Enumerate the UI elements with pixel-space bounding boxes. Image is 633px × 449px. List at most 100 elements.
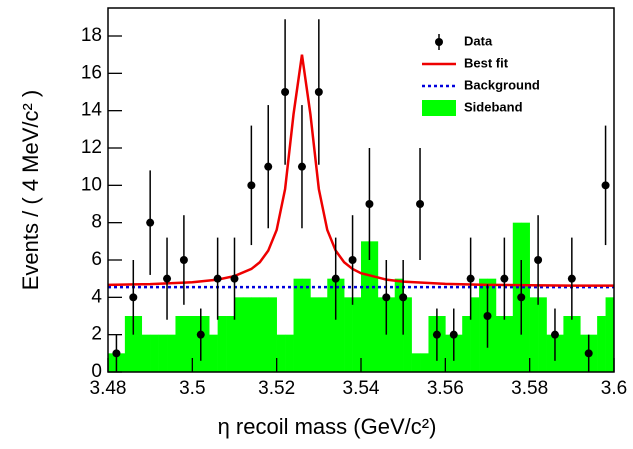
histogram-bar	[285, 334, 294, 372]
data-point	[466, 274, 475, 283]
histogram-bar	[403, 297, 412, 372]
data-point	[584, 349, 593, 358]
y-tick-label: 0	[91, 361, 102, 382]
data-point	[365, 200, 374, 208]
data-point	[112, 349, 121, 358]
histogram-bar	[470, 297, 480, 372]
histogram-bar	[394, 278, 404, 372]
legend-marker	[435, 38, 443, 46]
histogram-bar	[226, 316, 235, 372]
legend-label: Sideband	[464, 99, 523, 114]
histogram-bar	[327, 278, 336, 372]
histogram-bar	[234, 297, 244, 372]
histogram-bar	[453, 334, 463, 372]
histogram-bar	[386, 297, 396, 372]
data-point	[348, 256, 357, 264]
x-tick-label: 3.54	[343, 378, 380, 399]
x-tick-label: 3.56	[427, 378, 464, 399]
histogram-bar	[554, 334, 564, 372]
histogram-bar	[124, 316, 134, 372]
histogram-bar	[563, 316, 573, 372]
histogram-bar	[276, 334, 286, 372]
data-point	[297, 162, 306, 171]
histogram-bar	[361, 241, 370, 372]
histogram-bar	[318, 297, 328, 372]
histogram-bar	[108, 353, 117, 372]
histogram-bar	[192, 316, 202, 372]
histogram-bar	[512, 222, 522, 372]
histogram-bar	[369, 241, 379, 372]
histogram-bar	[335, 278, 345, 372]
data-point	[534, 256, 543, 264]
histogram-bar	[259, 297, 269, 372]
y-tick-label: 14	[81, 100, 103, 121]
histogram-bar	[420, 353, 429, 372]
data-point	[567, 274, 576, 283]
histogram-bar	[217, 316, 227, 372]
data-point	[399, 293, 408, 302]
data-point	[601, 181, 610, 190]
data-point	[247, 181, 256, 190]
data-point	[500, 274, 509, 283]
y-tick-label: 4	[91, 286, 102, 307]
data-point	[281, 88, 290, 96]
x-tick-label: 3.6	[601, 378, 627, 399]
histogram-bar	[352, 297, 362, 372]
legend-label: Background	[464, 77, 540, 92]
histogram-bar	[344, 297, 353, 372]
histogram-bar	[200, 316, 210, 372]
y-tick-label: 18	[81, 25, 102, 46]
data-point	[483, 312, 492, 320]
data-point	[179, 256, 188, 264]
histogram-bar	[504, 316, 514, 372]
histogram-bar	[580, 334, 589, 372]
x-axis-title: η recoil mass (GeV/c²)	[218, 414, 437, 439]
histogram-bar	[428, 316, 438, 372]
y-tick-label: 6	[91, 249, 102, 270]
data-point	[449, 330, 458, 339]
data-point	[314, 88, 323, 96]
histogram-bar	[597, 316, 606, 372]
histogram-bar	[487, 278, 497, 372]
histogram-bar	[571, 316, 581, 372]
y-tick-label: 16	[81, 62, 102, 83]
histogram-bar	[167, 334, 176, 372]
y-tick-label: 2	[91, 324, 102, 345]
histogram-bar	[268, 297, 277, 372]
histogram-bar	[462, 316, 471, 372]
histogram-bar	[209, 334, 218, 372]
data-point	[517, 293, 526, 302]
data-point	[196, 330, 205, 339]
y-tick-label: 10	[81, 174, 102, 195]
histogram-bar	[175, 316, 185, 372]
histogram-bar	[293, 278, 303, 372]
histogram-bar	[150, 334, 159, 372]
histogram-bar	[411, 353, 421, 372]
legend-label: Data	[464, 33, 493, 48]
data-point	[331, 274, 340, 283]
x-tick-label: 3.52	[258, 378, 295, 399]
data-point	[163, 274, 172, 283]
histogram-bar	[546, 334, 556, 372]
data-point	[129, 293, 138, 302]
histogram-bar	[377, 297, 387, 372]
histogram-bar	[479, 278, 488, 372]
data-point	[213, 274, 222, 283]
legend-label: Best fit	[464, 55, 509, 70]
histogram-bar	[310, 297, 320, 372]
y-axis-title: Events / ( 4 MeV/c² )	[18, 90, 43, 291]
line	[107, 54, 614, 287]
histogram-bar	[521, 222, 530, 372]
data-point	[432, 330, 441, 339]
histogram-bar	[158, 334, 168, 372]
legend-marker	[422, 100, 456, 116]
y-tick-label: 12	[81, 137, 102, 158]
x-tick-label: 3.5	[179, 378, 205, 399]
data-point	[550, 330, 559, 339]
y-tick-label: 8	[91, 212, 102, 233]
histogram-bar	[538, 297, 547, 372]
x-tick-label: 3.58	[511, 378, 548, 399]
histogram-bar	[605, 297, 615, 372]
